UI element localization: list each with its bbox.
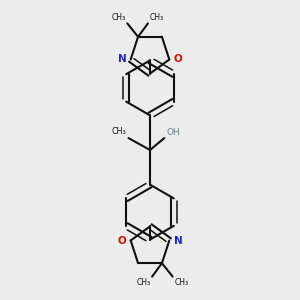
Text: O: O [174, 53, 182, 64]
Text: O: O [118, 236, 126, 247]
Text: OH: OH [167, 128, 180, 137]
Text: CH₃: CH₃ [112, 13, 126, 22]
Text: CH₃: CH₃ [136, 278, 150, 287]
Text: CH₃: CH₃ [111, 128, 126, 136]
Text: N: N [118, 53, 126, 64]
Text: CH₃: CH₃ [150, 13, 164, 22]
Text: CH₃: CH₃ [174, 278, 188, 287]
Text: N: N [174, 236, 182, 247]
